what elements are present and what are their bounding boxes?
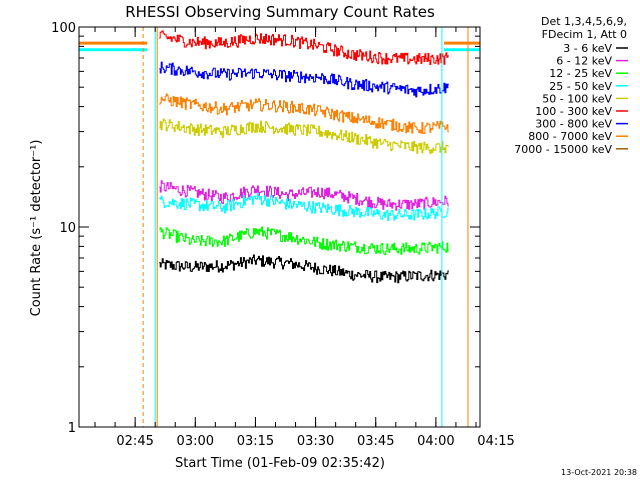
x-axis-label: Start Time (01-Feb-09 02:35:42) bbox=[175, 456, 385, 471]
legend-label: 7000 - 15000 keV bbox=[514, 143, 612, 156]
plot-area bbox=[79, 27, 481, 427]
series-line-7 bbox=[159, 93, 449, 134]
legend-header-line-2: FDecim 1, Att 0 bbox=[542, 28, 627, 41]
x-tick-label: 04:15 bbox=[477, 434, 514, 449]
timestamp: 13-Oct-2021 20:38 bbox=[561, 468, 637, 477]
chart-title: RHESSI Observing Summary Count Rates bbox=[125, 3, 435, 21]
legend-label: 25 - 50 keV bbox=[549, 80, 612, 93]
y-axis-label: Count Rate (s⁻¹ detector⁻¹) bbox=[29, 140, 44, 317]
legend-header-line-1: Det 1,3,4,5,6,9, bbox=[541, 15, 627, 28]
series-line-4 bbox=[159, 118, 449, 154]
x-tick-label: 02:45 bbox=[116, 434, 153, 449]
series-line-5 bbox=[159, 30, 449, 65]
y-tick-label: 10 bbox=[59, 221, 76, 236]
legend-label: 300 - 800 keV bbox=[535, 118, 612, 131]
legend-label: 6 - 12 keV bbox=[556, 55, 612, 68]
legend-label: 800 - 7000 keV bbox=[528, 130, 612, 143]
legend-label: 100 - 300 keV bbox=[535, 105, 612, 118]
x-tick-label: 03:45 bbox=[357, 434, 394, 449]
y-tick-label: 100 bbox=[51, 21, 76, 36]
x-tick-label: 03:30 bbox=[297, 434, 334, 449]
x-tick-label: 04:00 bbox=[417, 434, 454, 449]
series-line-2 bbox=[159, 226, 449, 256]
series-line-6 bbox=[159, 61, 449, 98]
x-tick-label: 03:00 bbox=[177, 434, 214, 449]
series-line-3 bbox=[159, 192, 449, 221]
legend: Det 1,3,4,5,6,9, FDecim 1, Att 0 3 - 6 k… bbox=[514, 15, 628, 156]
series-line-0 bbox=[159, 254, 449, 284]
series-line-1 bbox=[159, 180, 449, 211]
x-tick-label: 03:15 bbox=[237, 434, 274, 449]
axes: 1 10 100 02:45 03:00 03:15 03:30 03:45 04:00 04:1… bbox=[51, 21, 515, 449]
legend-label: 3 - 6 keV bbox=[563, 42, 612, 55]
y-tick-label: 1 bbox=[68, 421, 76, 436]
legend-label: 50 - 100 keV bbox=[542, 92, 612, 105]
legend-label: 12 - 25 keV bbox=[549, 67, 612, 80]
